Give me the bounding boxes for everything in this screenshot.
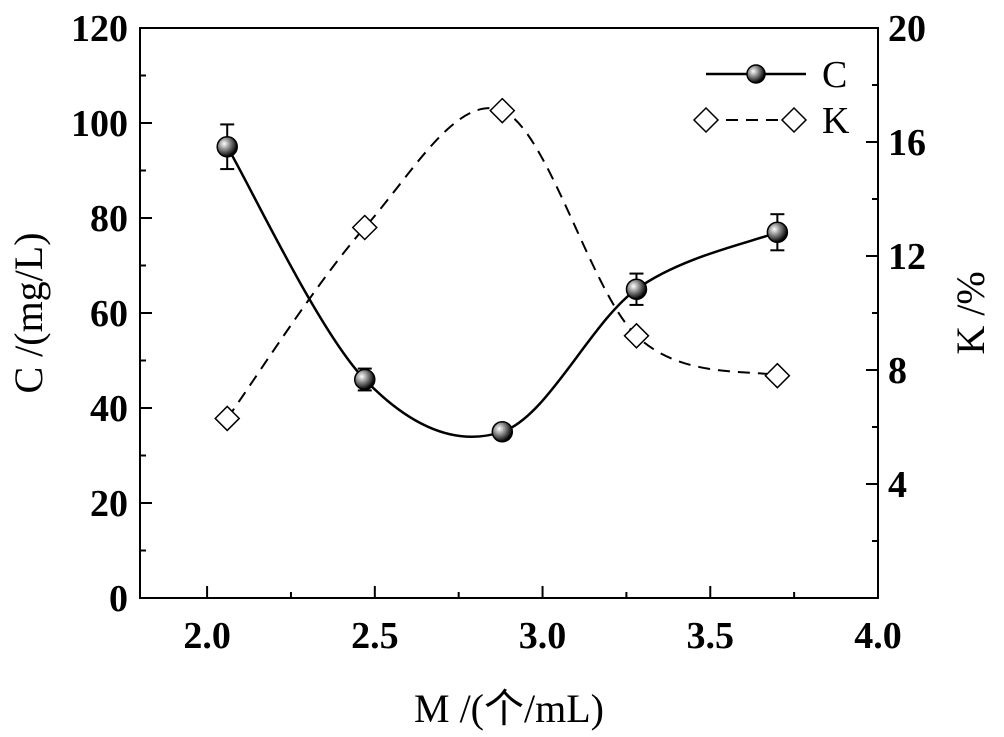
legend-marker-c: [746, 64, 766, 84]
axes: 2.0 2.5 3.0 3.5 4.0 0 20 40 60 80 100 120 4 8 12 16 20: [71, 8, 926, 657]
data-point-k: [764, 362, 791, 389]
x-tick-label: 4.0: [854, 615, 902, 657]
y-tick-label: 20: [90, 483, 128, 525]
y-tick-label: 40: [90, 388, 128, 430]
y2-tick-label: 12: [888, 236, 926, 278]
y2-tick-label: 4: [888, 464, 907, 506]
y2-axis-title: K /%: [948, 271, 993, 354]
data-point-k: [489, 97, 516, 124]
x-tick-label: 2.5: [351, 615, 399, 657]
y2-tick-label: 16: [888, 122, 926, 164]
y-tick-label: 120: [71, 8, 128, 50]
data-point-k: [351, 214, 378, 241]
y-axis-title: C /(mg/L): [6, 232, 51, 393]
legend: C K: [692, 54, 850, 142]
y-tick-label: 80: [90, 198, 128, 240]
data-point-k: [214, 405, 241, 432]
y-tick-label: 100: [71, 103, 128, 145]
data-point-c: [766, 221, 789, 243]
x-tick-label: 3.5: [687, 615, 735, 657]
data-point-k: [623, 322, 650, 349]
legend-marker-k-left: [692, 106, 720, 134]
y-tick-label: 60: [90, 293, 128, 335]
y2-tick-label: 20: [888, 8, 926, 50]
data-point-c: [491, 421, 514, 443]
y2-tick-label: 8: [888, 350, 907, 392]
x-tick-label: 3.0: [519, 615, 567, 657]
legend-label-c: C: [822, 54, 847, 96]
legend-label-k: K: [822, 100, 850, 142]
legend-marker-k-right: [780, 106, 808, 134]
data-marks: [214, 97, 791, 443]
data-point-c: [354, 368, 376, 391]
x-axis-title: M /(个/mL): [414, 686, 604, 731]
y-tick-label: 0: [109, 578, 128, 620]
data-point-c: [625, 278, 648, 300]
x-tick-label: 2.0: [183, 615, 231, 657]
data-point-c: [216, 136, 238, 158]
